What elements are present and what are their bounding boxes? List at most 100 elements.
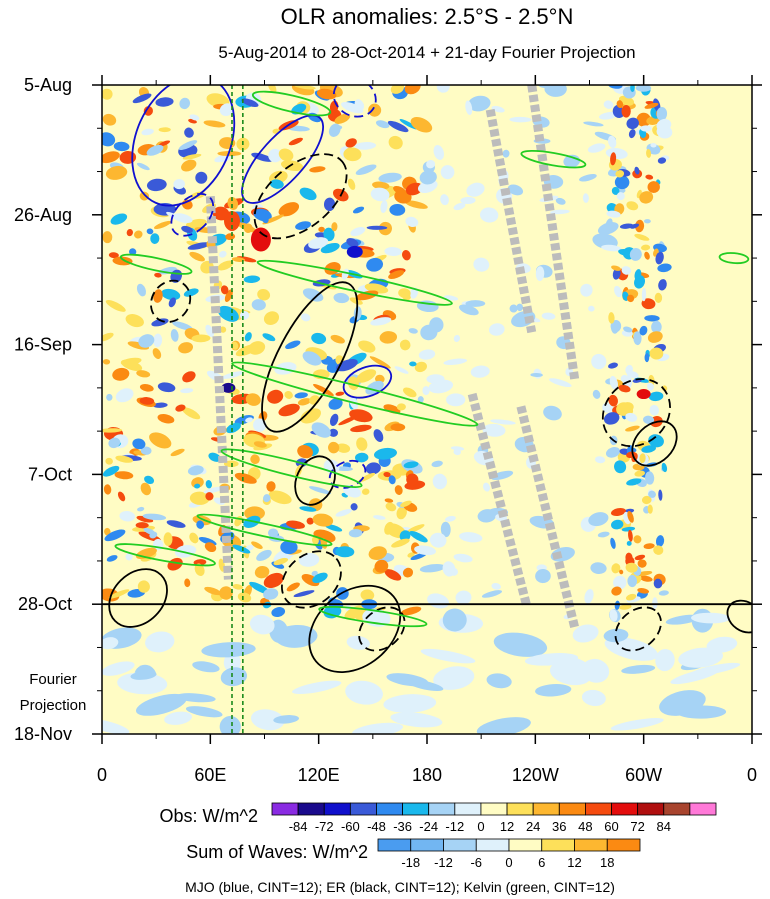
anomaly-cell bbox=[380, 200, 388, 214]
anomaly-cell bbox=[655, 649, 675, 672]
obs-colorbar-swatch bbox=[558, 802, 586, 816]
anomaly-cell bbox=[347, 376, 359, 390]
anomaly-cell bbox=[350, 424, 372, 433]
anomaly-cell bbox=[616, 100, 624, 109]
anomaly-cell bbox=[639, 575, 653, 582]
anomaly-cell bbox=[379, 331, 398, 344]
anomaly-cell bbox=[648, 434, 664, 448]
anomaly-cell bbox=[355, 164, 377, 175]
anomaly-cell bbox=[284, 391, 293, 399]
anomaly-cell bbox=[316, 88, 337, 100]
waves-colorbar-level-label: 12 bbox=[567, 855, 581, 870]
anomaly-cell bbox=[621, 104, 631, 118]
anomaly-cell bbox=[625, 552, 633, 563]
anomaly-cell bbox=[640, 125, 652, 132]
anomaly-cell bbox=[581, 689, 606, 707]
anomaly-cell bbox=[306, 517, 314, 525]
anomaly-cell bbox=[366, 225, 388, 230]
anomaly-cell bbox=[477, 509, 497, 523]
anomaly-cell bbox=[625, 425, 640, 432]
obs-colorbar-swatch bbox=[663, 802, 691, 816]
anomaly-cell bbox=[398, 288, 411, 298]
anomaly-cell bbox=[184, 578, 191, 588]
anomaly-cell bbox=[649, 347, 664, 360]
anomaly-cell bbox=[208, 452, 221, 462]
anomaly-cell bbox=[237, 592, 252, 603]
anomaly-cell bbox=[432, 473, 448, 490]
anomaly-cell bbox=[285, 340, 301, 349]
anomaly-cell bbox=[106, 555, 118, 562]
anomaly-cell bbox=[102, 428, 123, 433]
anomaly-cell bbox=[429, 317, 444, 333]
anomaly-cell bbox=[388, 475, 396, 485]
reference-lines bbox=[231, 85, 244, 734]
anomaly-cell bbox=[350, 226, 366, 237]
anomaly-cell bbox=[345, 138, 357, 148]
anomaly-cell bbox=[644, 315, 660, 322]
waves-colorbar-swatch bbox=[574, 838, 608, 852]
anomaly-cell bbox=[635, 85, 652, 92]
anomaly-cell bbox=[419, 170, 437, 185]
anomaly-cell bbox=[418, 349, 436, 360]
anomaly-cell bbox=[482, 423, 506, 437]
anomaly-cell bbox=[390, 423, 406, 432]
anomaly-cell bbox=[400, 500, 412, 508]
anomaly-cell bbox=[483, 482, 491, 492]
anomaly-cell bbox=[626, 540, 632, 546]
obs-colorbar-swatch bbox=[637, 802, 665, 816]
waves-colorbar-swatch bbox=[443, 838, 477, 852]
anomaly-cell bbox=[509, 304, 518, 313]
anomaly-cell bbox=[120, 357, 142, 366]
anomaly-cell bbox=[302, 351, 322, 366]
anomaly-cell bbox=[535, 568, 551, 584]
obs-colorbar-swatch bbox=[402, 802, 430, 816]
anomaly-cell bbox=[192, 661, 220, 673]
anomaly-cell bbox=[611, 265, 622, 271]
waves-colorbar-level-label: 0 bbox=[505, 855, 512, 870]
anomaly-cell bbox=[149, 531, 158, 539]
anomaly-cell bbox=[136, 693, 187, 716]
anomaly-cell bbox=[608, 312, 615, 324]
projection-label-line2: Projection bbox=[20, 697, 87, 714]
anomaly-cell bbox=[191, 334, 211, 343]
anomaly-cell bbox=[608, 394, 618, 407]
anomaly-cell bbox=[516, 303, 524, 312]
anomaly-cell bbox=[181, 159, 197, 172]
anomaly-cell bbox=[102, 231, 113, 244]
anomaly-cell bbox=[618, 384, 631, 393]
x-tick-label: 60E bbox=[194, 765, 226, 785]
er-contour bbox=[726, 599, 752, 634]
anomaly-cell bbox=[102, 151, 120, 164]
anomaly-cell bbox=[611, 586, 622, 596]
anomaly-cell bbox=[636, 389, 651, 400]
y-tick-label: 18-Nov bbox=[14, 724, 72, 744]
anomaly-cell bbox=[126, 229, 133, 237]
anomaly-cell bbox=[627, 574, 638, 588]
anomaly-cell bbox=[651, 320, 662, 334]
anomaly-cell bbox=[354, 142, 377, 150]
er-contour bbox=[261, 281, 359, 433]
y-tick-label: 28-Oct bbox=[18, 594, 72, 614]
obs-colorbar-level-label: -48 bbox=[367, 819, 386, 834]
anomaly-cell bbox=[369, 356, 391, 369]
anomaly-cell bbox=[405, 216, 419, 227]
anomaly-cell bbox=[400, 606, 422, 616]
anomaly-cell bbox=[300, 408, 322, 424]
anomaly-cell bbox=[157, 382, 176, 393]
missing-data-strip bbox=[485, 108, 537, 334]
anomaly-cell bbox=[647, 331, 663, 343]
anomaly-cell bbox=[288, 137, 303, 146]
anomaly-cell bbox=[253, 441, 267, 448]
anomaly-cell bbox=[185, 706, 223, 718]
anomaly-cell bbox=[356, 437, 368, 451]
anomaly-cell bbox=[328, 398, 343, 410]
anomaly-cell bbox=[280, 540, 298, 555]
anomaly-cell bbox=[361, 488, 370, 495]
anomaly-cell bbox=[403, 461, 419, 469]
anomaly-cell bbox=[481, 590, 503, 598]
anomaly-cell bbox=[102, 588, 120, 602]
anomaly-cell bbox=[465, 100, 473, 115]
obs-colorbar-swatch bbox=[585, 802, 612, 816]
anomaly-cell bbox=[336, 443, 351, 453]
anomaly-cell bbox=[614, 175, 630, 190]
